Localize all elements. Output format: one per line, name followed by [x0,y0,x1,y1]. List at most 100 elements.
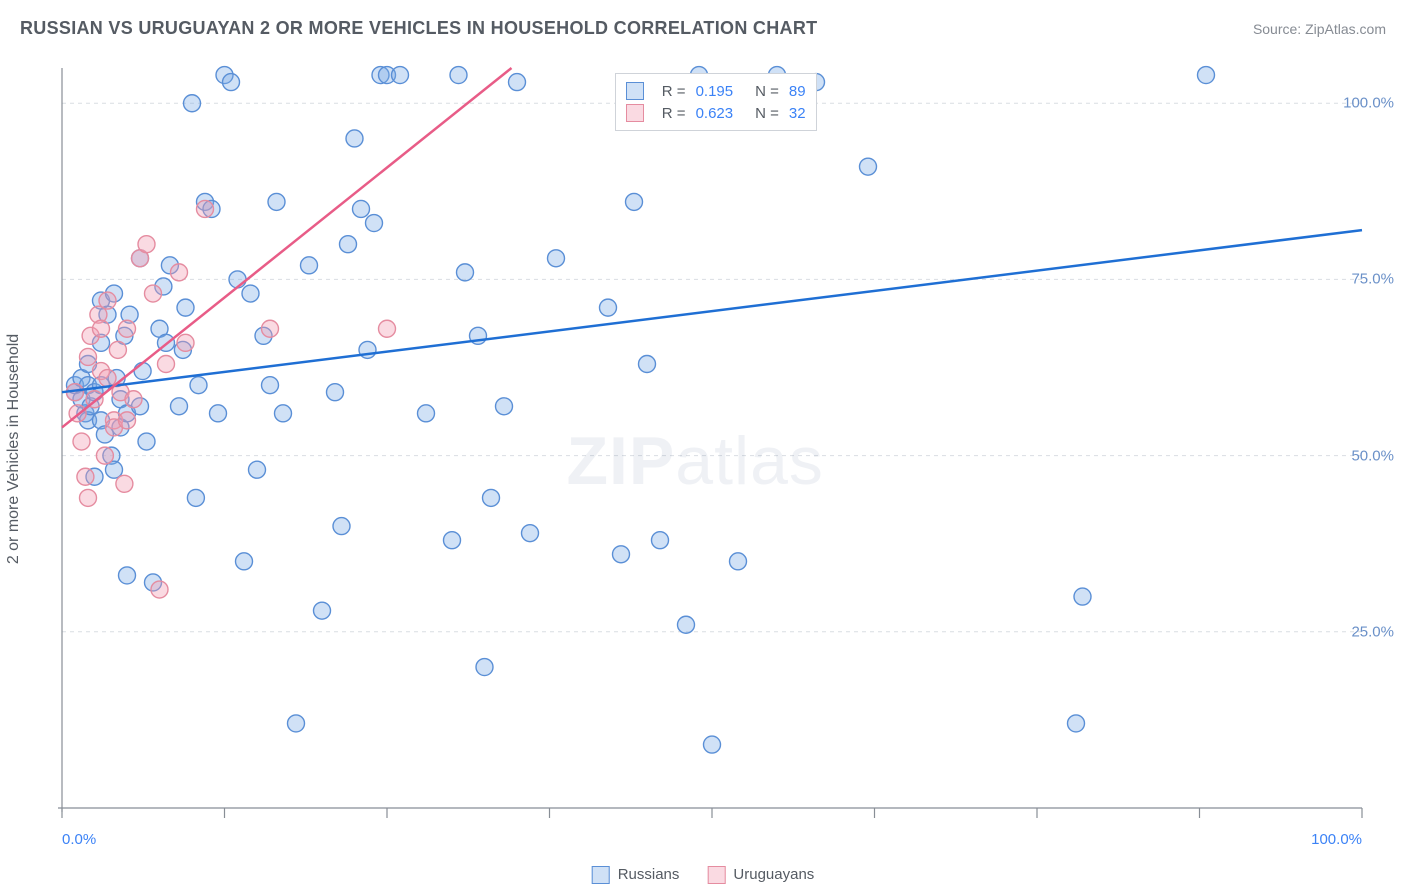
series-legend: Russians Uruguayans [592,866,815,884]
trend-line [62,230,1362,392]
scatter-point [730,553,747,570]
scatter-point [626,193,643,210]
scatter-point [158,356,175,373]
legend-label: Uruguayans [733,866,814,883]
y-tick-label: 100.0% [1343,95,1394,112]
scatter-point [522,525,539,542]
scatter-point [119,412,136,429]
scatter-point [109,341,126,358]
scatter-point [346,130,363,147]
scatter-point [1074,588,1091,605]
scatter-point [116,475,133,492]
scatter-point [483,489,500,506]
scatter-point [444,532,461,549]
x-tick-label: 100.0% [1311,831,1362,848]
scatter-point [275,405,292,422]
legend-swatch [592,866,610,884]
legend-row: R = 0.623 N = 32 [626,102,806,124]
scatter-point [151,581,168,598]
trend-line [62,68,511,427]
scatter-point [229,271,246,288]
scatter-point [96,447,113,464]
scatter-point [366,215,383,232]
scatter-point [418,405,435,422]
scatter-point [353,200,370,217]
scatter-point [509,74,526,91]
scatter-point [171,264,188,281]
scatter-point [171,398,188,415]
scatter-point [379,320,396,337]
scatter-point [496,398,513,415]
scatter-point [119,567,136,584]
scatter-point [177,299,194,316]
scatter-point [138,433,155,450]
chart-container: 25.0%50.0%75.0%100.0% 0.0%100.0% R = 0.1… [52,58,1392,818]
scatter-point [301,257,318,274]
scatter-point [99,370,116,387]
scatter-point [476,659,493,676]
scatter-point [327,384,344,401]
scatter-point [392,67,409,84]
scatter-point [177,334,194,351]
scatter-point [80,348,97,365]
legend-row: R = 0.195 N = 89 [626,80,806,102]
scatter-point [145,285,162,302]
scatter-point [639,356,656,373]
y-tick-label: 50.0% [1351,447,1394,464]
correlation-legend: R = 0.195 N = 89 R = 0.623 N = 32 [615,73,817,131]
y-tick-label: 25.0% [1351,623,1394,640]
legend-item: Russians [592,866,680,884]
scatter-point [600,299,617,316]
scatter-point [134,363,151,380]
scatter-point [262,377,279,394]
scatter-point [450,67,467,84]
scatter-point [340,236,357,253]
scatter-point [187,489,204,506]
scatter-point [548,250,565,267]
legend-n-value: 32 [789,105,806,122]
legend-r-value: 0.623 [696,105,734,122]
scatter-point [210,405,227,422]
legend-swatch [626,82,644,100]
legend-swatch [626,104,644,122]
scatter-point [678,616,695,633]
scatter-point [236,553,253,570]
scatter-point [704,736,721,753]
scatter-point [288,715,305,732]
scatter-point [99,292,116,309]
scatter-point [457,264,474,281]
scatter-point [613,546,630,563]
legend-swatch [707,866,725,884]
legend-item: Uruguayans [707,866,814,884]
y-tick-label: 75.0% [1351,271,1394,288]
legend-n-label: N = [755,105,779,122]
scatter-point [184,95,201,112]
scatter-point [77,468,94,485]
scatter-point [80,489,97,506]
scatter-point [1068,715,1085,732]
x-tick-label: 0.0% [62,831,96,848]
scatter-point [125,391,142,408]
scatter-point [242,285,259,302]
scatter-point [93,320,110,337]
legend-r-label: R = [662,83,686,100]
legend-n-value: 89 [789,83,806,100]
legend-r-value: 0.195 [696,83,734,100]
scatter-chart [52,58,1392,818]
y-axis-label: 2 or more Vehicles in Household [5,334,23,564]
scatter-point [138,236,155,253]
scatter-point [262,320,279,337]
scatter-point [1198,67,1215,84]
scatter-point [860,158,877,175]
legend-r-label: R = [662,105,686,122]
scatter-point [314,602,331,619]
scatter-point [190,377,207,394]
scatter-point [119,320,136,337]
source-label: Source: ZipAtlas.com [1253,21,1386,37]
scatter-point [223,74,240,91]
scatter-point [73,433,90,450]
scatter-point [652,532,669,549]
legend-label: Russians [618,866,680,883]
legend-n-label: N = [755,83,779,100]
scatter-point [268,193,285,210]
